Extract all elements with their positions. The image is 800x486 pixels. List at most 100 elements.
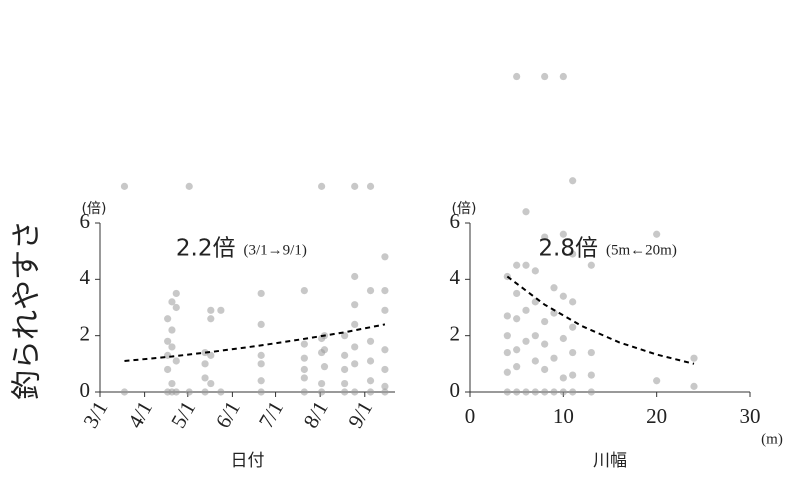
point bbox=[569, 298, 577, 306]
point bbox=[168, 298, 176, 306]
point bbox=[172, 388, 180, 396]
x-tick-label: 4/1 bbox=[123, 397, 157, 432]
point bbox=[550, 284, 558, 292]
y-tick-label: 6 bbox=[450, 209, 461, 233]
point bbox=[351, 272, 359, 281]
point bbox=[541, 317, 549, 326]
point bbox=[217, 306, 225, 314]
point bbox=[653, 230, 661, 238]
point bbox=[559, 388, 567, 396]
point bbox=[257, 377, 265, 385]
point bbox=[207, 306, 215, 314]
point bbox=[168, 379, 176, 388]
x-tick-label: 9/1 bbox=[343, 397, 377, 432]
point bbox=[513, 363, 521, 371]
point bbox=[513, 289, 521, 298]
point bbox=[503, 388, 511, 396]
x-tick-label: 0 bbox=[465, 404, 476, 428]
x-tick-label: 30 bbox=[740, 404, 761, 428]
point bbox=[341, 388, 349, 396]
point bbox=[257, 351, 265, 359]
point bbox=[366, 182, 375, 190]
x-unit: (m) bbox=[761, 431, 783, 447]
point bbox=[569, 250, 577, 258]
point bbox=[207, 315, 215, 323]
point bbox=[366, 357, 375, 365]
point bbox=[587, 371, 595, 379]
point bbox=[351, 301, 359, 309]
annotation: 2.8倍 bbox=[538, 236, 598, 262]
point bbox=[587, 388, 595, 396]
point bbox=[207, 351, 215, 359]
point bbox=[550, 388, 558, 396]
point bbox=[341, 365, 349, 374]
point bbox=[201, 388, 209, 396]
point bbox=[366, 377, 375, 385]
y-axis-label: 釣られやすさ bbox=[10, 220, 45, 400]
point bbox=[120, 182, 129, 190]
point bbox=[513, 388, 521, 396]
point bbox=[587, 261, 595, 269]
y-tick-label: 6 bbox=[80, 209, 91, 233]
point bbox=[300, 365, 308, 374]
point bbox=[257, 388, 265, 396]
point bbox=[550, 309, 558, 317]
point bbox=[300, 388, 308, 396]
point bbox=[531, 332, 539, 340]
point bbox=[513, 315, 521, 323]
point bbox=[522, 337, 530, 345]
point bbox=[503, 348, 511, 357]
point bbox=[341, 332, 349, 340]
point bbox=[541, 233, 549, 241]
annotation: 2.2倍 bbox=[176, 236, 236, 262]
point bbox=[541, 365, 549, 374]
point bbox=[522, 261, 530, 269]
point bbox=[201, 374, 209, 382]
x-tick-label: 8/1 bbox=[298, 397, 332, 432]
point bbox=[320, 346, 329, 354]
point bbox=[351, 343, 359, 351]
point bbox=[366, 388, 375, 396]
trend-line bbox=[124, 323, 386, 363]
point bbox=[550, 354, 558, 362]
point bbox=[207, 379, 215, 388]
point bbox=[217, 388, 225, 396]
point bbox=[381, 287, 389, 295]
point bbox=[341, 379, 349, 388]
point bbox=[559, 374, 567, 382]
y-tick-label: 2 bbox=[80, 321, 91, 345]
x-tick-label: 7/1 bbox=[254, 397, 288, 432]
y-unit: (倍) bbox=[82, 201, 107, 217]
point bbox=[569, 348, 577, 357]
point bbox=[351, 388, 359, 396]
point bbox=[513, 261, 521, 269]
x-axis-label: 日付 bbox=[231, 451, 265, 471]
point bbox=[366, 287, 375, 295]
point bbox=[168, 326, 176, 334]
x-tick-label: 10 bbox=[553, 404, 574, 428]
y-unit: (倍) bbox=[452, 201, 477, 217]
point bbox=[569, 371, 577, 379]
annotation-note: (3/1→9/1) bbox=[244, 242, 307, 258]
point bbox=[164, 337, 172, 345]
point bbox=[381, 382, 389, 390]
point bbox=[185, 182, 193, 190]
point bbox=[172, 357, 180, 365]
point bbox=[341, 351, 349, 359]
trend-line bbox=[506, 275, 695, 365]
point bbox=[381, 253, 389, 261]
point bbox=[300, 340, 308, 348]
point bbox=[257, 320, 265, 328]
point bbox=[351, 360, 359, 368]
point bbox=[164, 315, 172, 323]
point bbox=[381, 346, 389, 354]
point bbox=[201, 360, 209, 368]
point bbox=[690, 354, 698, 362]
point bbox=[531, 388, 539, 396]
point bbox=[300, 354, 308, 362]
x-tick-label: 20 bbox=[646, 404, 667, 428]
y-tick-label: 0 bbox=[450, 378, 461, 402]
y-tick-label: 0 bbox=[80, 378, 91, 402]
point bbox=[541, 388, 549, 396]
